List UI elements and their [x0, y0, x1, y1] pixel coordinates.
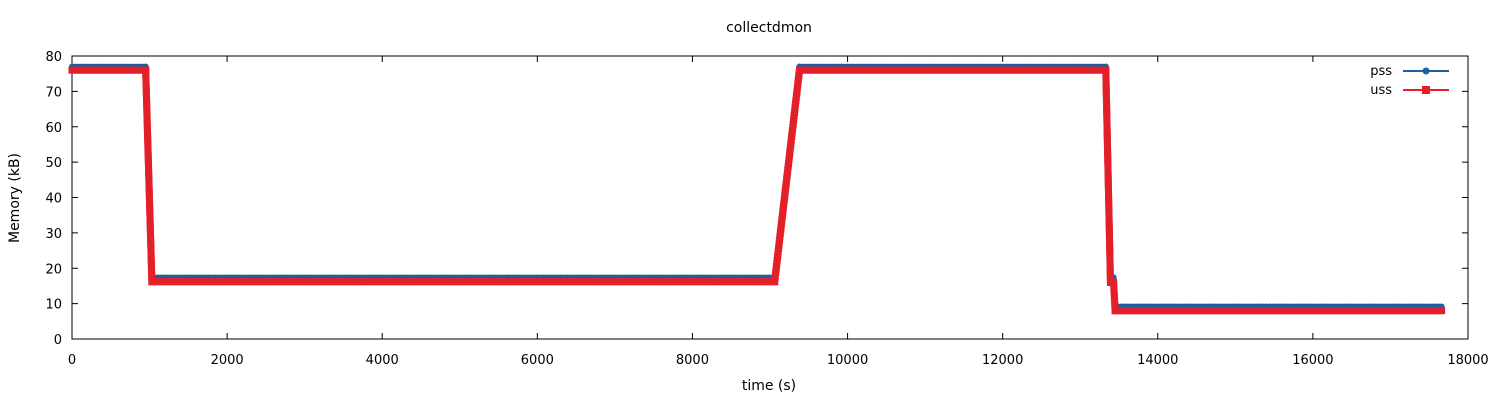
y-axis-label: Memory (kB): [7, 153, 23, 243]
series-uss: [68, 66, 1446, 315]
series-pss: [69, 63, 1445, 310]
y-tick-label: 40: [45, 192, 62, 207]
y-tick-label: 30: [45, 227, 62, 242]
y-tick-label: 60: [45, 121, 62, 136]
x-tick-label: 0: [68, 353, 76, 368]
y-tick-label: 80: [45, 50, 62, 65]
x-tick-label: 4000: [366, 353, 399, 368]
marker-point: [1438, 307, 1446, 315]
legend: pss uss: [1370, 64, 1449, 98]
chart-title: collectdmon: [726, 20, 812, 36]
x-tick-label: 6000: [521, 353, 554, 368]
y-tick-label: 10: [45, 298, 62, 313]
x-tick-label: 8000: [676, 353, 709, 368]
series-layer: [68, 63, 1446, 315]
y-tick-label: 0: [54, 333, 62, 348]
x-tick-label: 2000: [211, 353, 244, 368]
y-axis: 0 10 20 30 40 50 60 70 80: [45, 50, 1468, 348]
y-tick-label: 50: [45, 156, 62, 171]
series-markers-uss: [68, 66, 1446, 315]
x-axis-label: time (s): [742, 378, 796, 394]
x-tick-label: 18000: [1447, 353, 1488, 368]
legend-label-pss: pss: [1370, 64, 1392, 79]
x-tick-label: 14000: [1137, 353, 1178, 368]
x-tick-label: 12000: [982, 353, 1023, 368]
plot-area: [71, 55, 1469, 340]
x-axis: 0 2000 4000 6000 8000 10000 12000 14000 16000 180…: [68, 56, 1489, 368]
y-tick-label: 70: [45, 85, 62, 100]
y-tick-label: 20: [45, 262, 62, 277]
x-tick-label: 16000: [1292, 353, 1333, 368]
legend-marker-uss: [1422, 86, 1430, 94]
series-line-pss: [72, 65, 1442, 308]
series-markers-pss: [69, 63, 1445, 310]
x-tick-label: 10000: [827, 353, 868, 368]
legend-marker-pss: [1422, 67, 1430, 75]
legend-label-uss: uss: [1370, 83, 1392, 98]
